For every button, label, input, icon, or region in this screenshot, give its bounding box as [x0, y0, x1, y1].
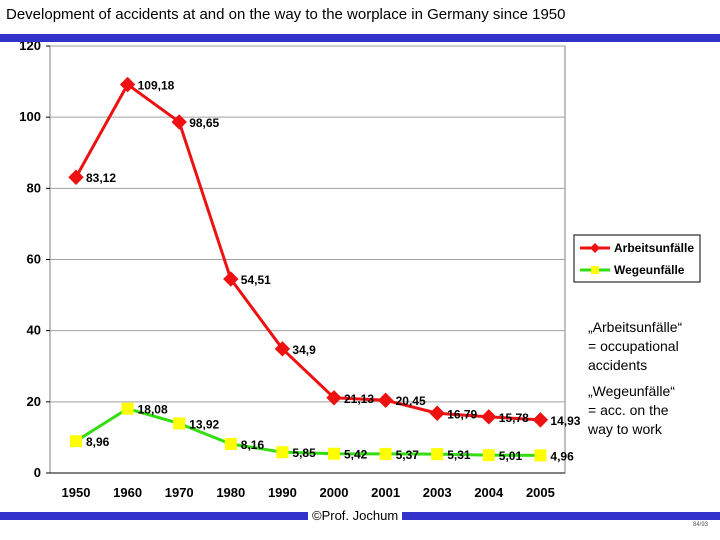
data-label: 4,96 — [550, 449, 574, 463]
note-line: „Wegeunfälle“ — [588, 383, 675, 399]
x-tick-label: 1980 — [216, 485, 245, 500]
legend-swatch-marker — [591, 266, 599, 274]
y-tick-label: 80 — [27, 180, 41, 195]
data-label: 5,85 — [292, 446, 316, 460]
x-tick-label: 1990 — [268, 485, 297, 500]
legend-swatch-marker — [590, 243, 600, 253]
y-tick-label: 0 — [34, 465, 41, 480]
data-point-marker — [481, 409, 497, 425]
note-line: accidents — [588, 357, 648, 373]
note-line: = acc. on the — [588, 402, 669, 418]
data-label: 13,92 — [189, 417, 219, 431]
data-point-marker — [274, 341, 291, 357]
x-tick-label: 2001 — [371, 485, 400, 500]
data-label: 20,45 — [396, 394, 426, 408]
data-point-marker — [171, 114, 187, 130]
data-point-marker — [121, 402, 134, 415]
data-point-marker — [224, 437, 237, 450]
data-point-marker — [377, 392, 394, 408]
data-point-marker — [119, 76, 136, 93]
data-label: 15,78 — [499, 411, 529, 425]
data-point-marker — [534, 449, 547, 462]
data-label: 8,96 — [86, 435, 110, 449]
data-label: 5,31 — [447, 448, 471, 462]
data-label: 98,65 — [189, 116, 219, 130]
data-point-marker — [70, 435, 82, 448]
data-label: 5,42 — [344, 448, 368, 462]
x-tick-label: 1950 — [62, 485, 91, 500]
x-tick-label: 2005 — [526, 485, 555, 500]
data-label: 34,9 — [292, 343, 316, 357]
data-point-marker — [532, 412, 549, 428]
data-point-marker — [173, 417, 186, 430]
data-point-marker — [68, 169, 84, 185]
data-label: 18,08 — [138, 403, 168, 417]
note-line: = occupational — [588, 338, 679, 354]
data-label: 16,79 — [447, 407, 477, 421]
data-point-marker — [328, 447, 340, 460]
y-tick-label: 20 — [27, 394, 41, 409]
data-point-marker — [276, 446, 289, 459]
copyright-label: ©Prof. Jochum — [308, 508, 403, 524]
y-tick-label: 100 — [19, 109, 41, 124]
data-point-marker — [429, 405, 445, 421]
series-line-1 — [75, 407, 541, 457]
x-tick-label: 2000 — [320, 485, 349, 500]
data-label: 14,93 — [550, 414, 580, 428]
note-arbeitsunfaelle: „Arbeitsunfälle“ = occupational accident… — [588, 318, 682, 375]
x-tick-label: 2003 — [423, 485, 452, 500]
legend-label: Arbeitsunfälle — [614, 241, 694, 255]
top-accent-bar — [0, 34, 720, 42]
note-line: way to work — [588, 421, 662, 437]
data-point-marker — [326, 390, 342, 406]
data-label: 5,37 — [396, 448, 420, 462]
y-tick-label: 60 — [27, 252, 41, 267]
data-point-marker — [482, 449, 495, 462]
data-point-marker — [431, 448, 444, 461]
slide-title: Development of accidents at and on the w… — [6, 6, 566, 23]
data-label: 109,18 — [138, 79, 175, 93]
series-line-0 — [74, 83, 541, 422]
note-wegeunfaelle: „Wegeunfälle“ = acc. on the way to work — [588, 382, 675, 439]
note-line: „Arbeitsunfälle“ — [588, 319, 683, 335]
data-point-marker — [223, 271, 239, 287]
y-tick-label: 40 — [27, 323, 41, 338]
data-label: 21,13 — [344, 392, 374, 406]
x-tick-label: 1960 — [113, 485, 142, 500]
data-label: 8,16 — [241, 438, 265, 452]
page-number: 84/93 — [692, 522, 708, 528]
data-label: 54,51 — [241, 273, 271, 287]
legend-label: Wegeunfälle — [614, 263, 685, 277]
legend-box — [573, 234, 701, 283]
data-point-marker — [379, 447, 392, 460]
data-label: 83,12 — [86, 171, 116, 185]
data-label: 5,01 — [499, 449, 523, 463]
x-tick-label: 2004 — [474, 485, 504, 500]
x-tick-label: 1970 — [165, 485, 194, 500]
